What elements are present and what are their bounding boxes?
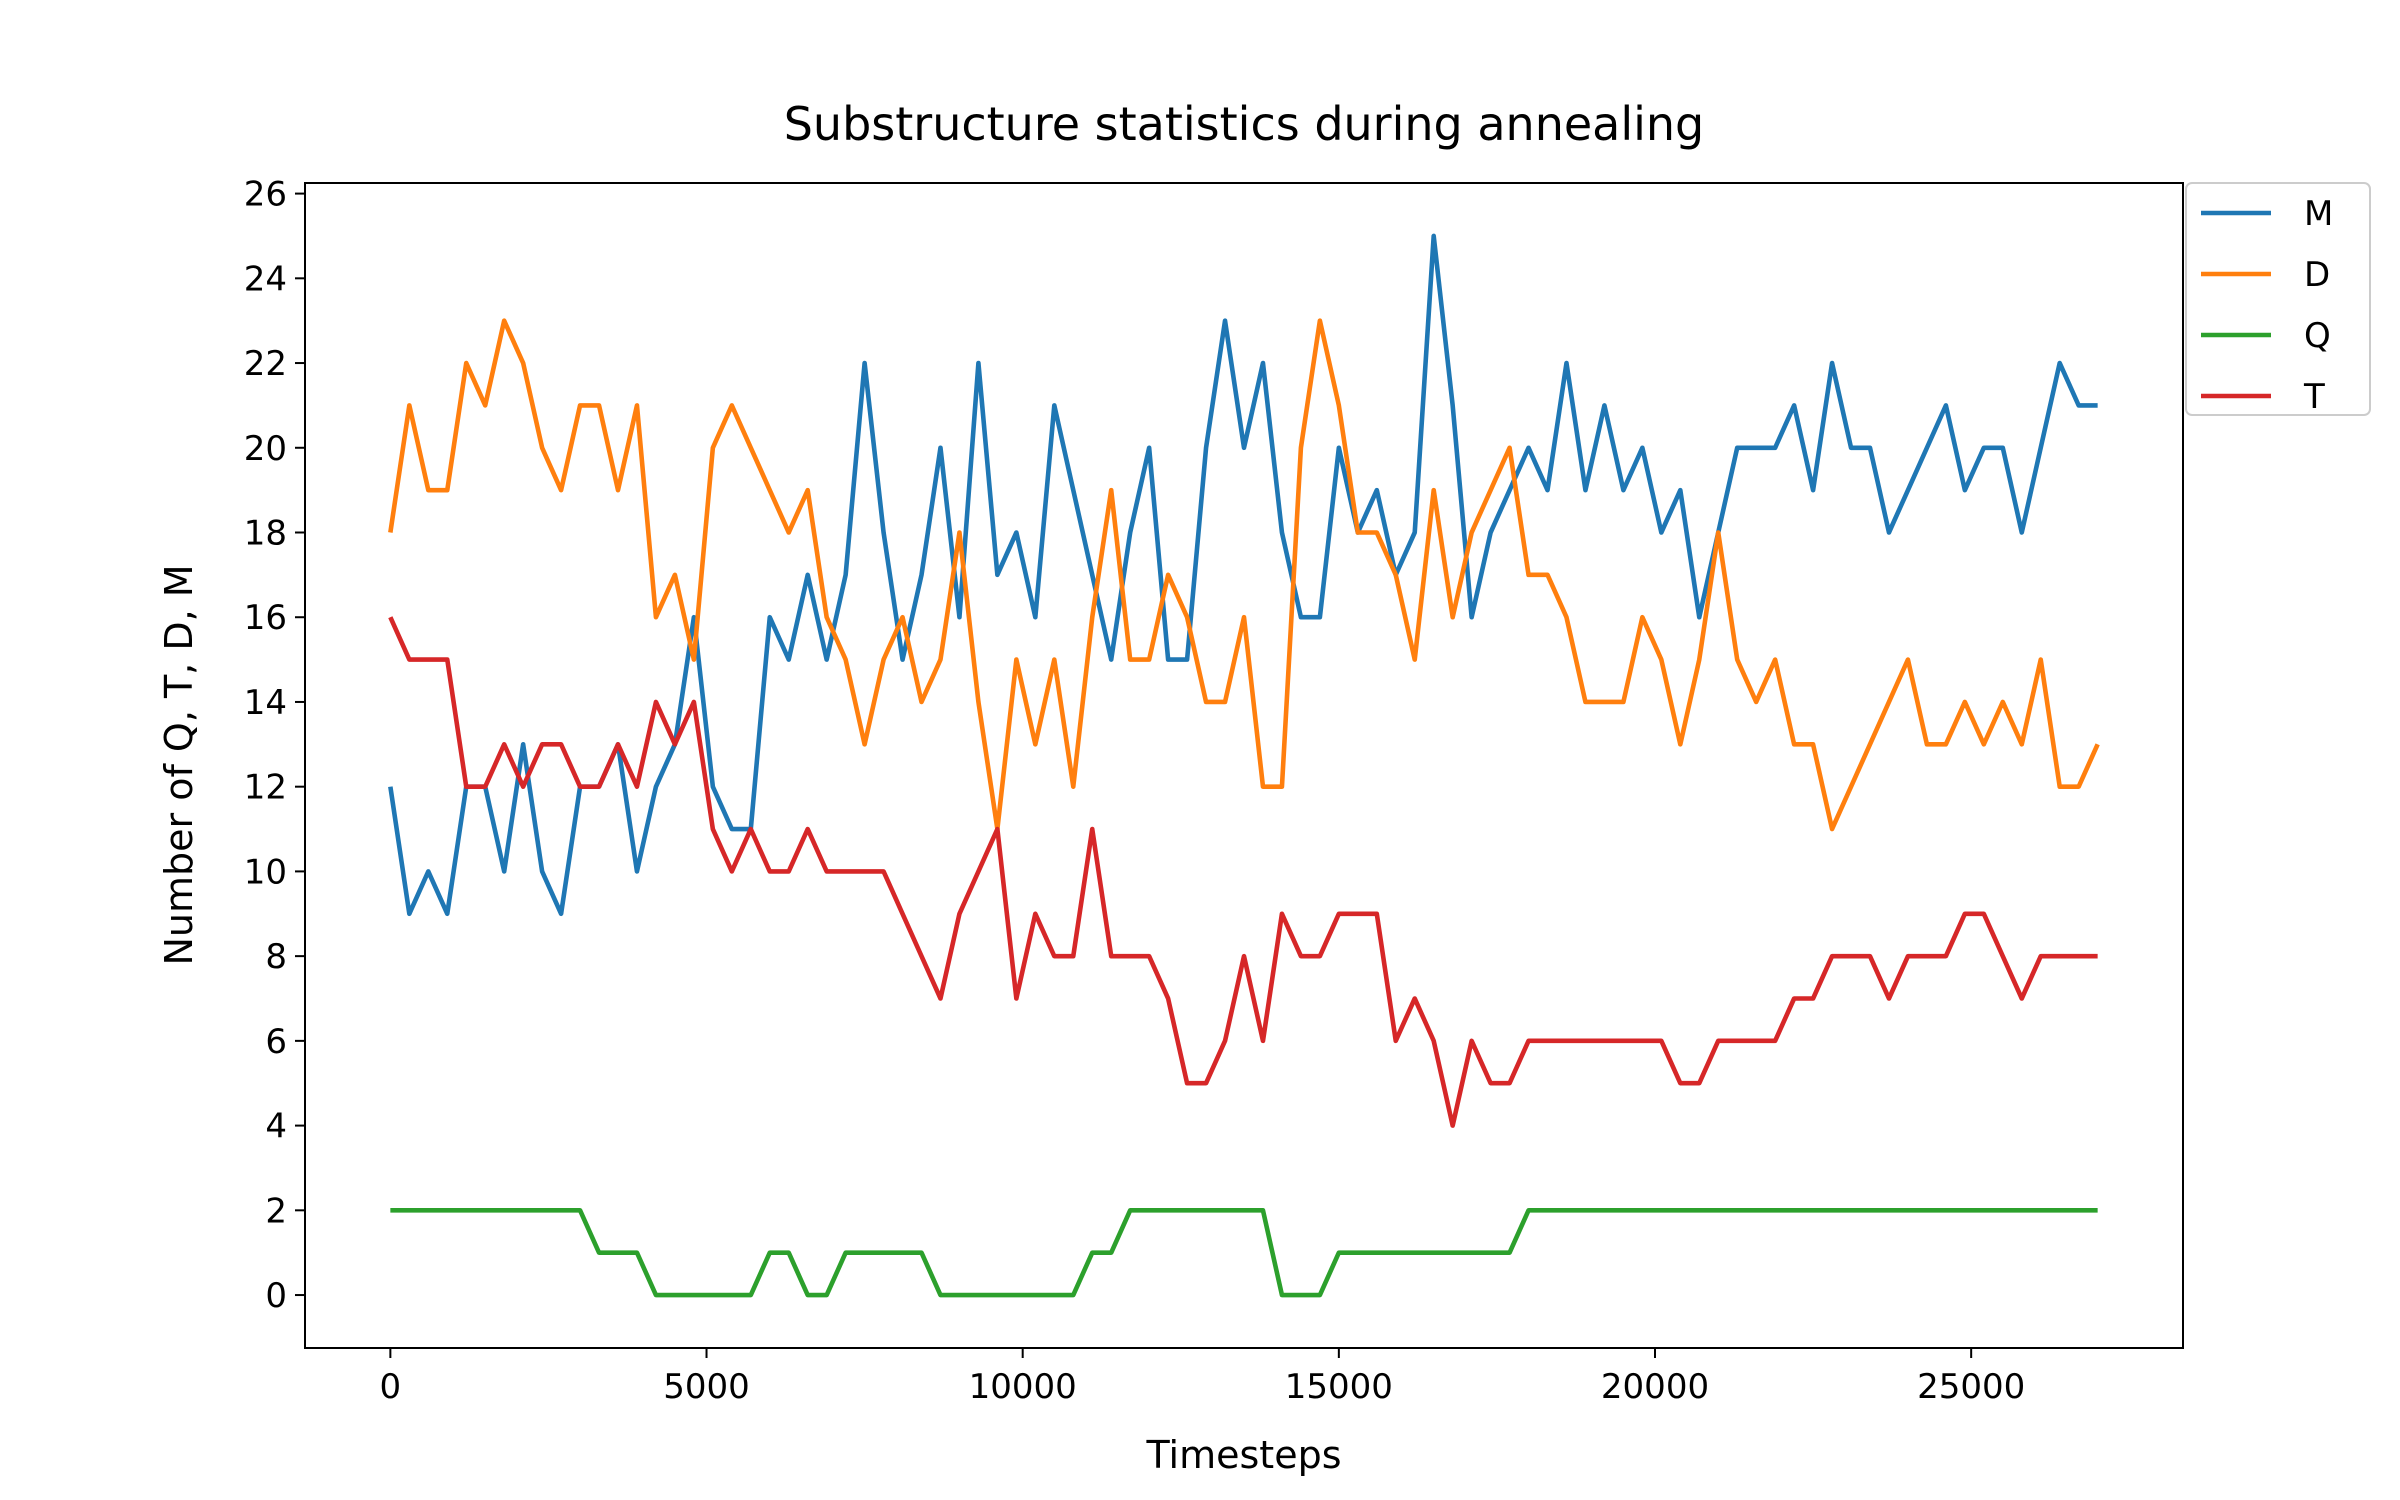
x-tick-label: 15000: [1285, 1367, 1393, 1407]
y-tick-label: 22: [244, 344, 287, 384]
y-tick-label: 12: [244, 768, 287, 808]
y-tick-label: 2: [265, 1191, 287, 1231]
legend-box: [2185, 182, 2371, 416]
y-tick-label: 0: [265, 1276, 287, 1316]
legend-label: D: [2304, 255, 2330, 295]
chart-title: Substructure statistics during annealing: [784, 97, 1705, 151]
series-line: [388, 318, 2100, 832]
y-axis-label: Number of Q, T, D, M: [157, 564, 201, 965]
y-tick-label: 4: [265, 1107, 287, 1147]
legend-label: T: [2303, 377, 2325, 417]
x-tick-label: 0: [380, 1367, 402, 1407]
y-tick-label: 10: [244, 852, 287, 892]
y-tick-label: 24: [244, 259, 287, 299]
legend-label: Q: [2304, 316, 2331, 356]
y-tick-label: 8: [265, 937, 287, 977]
x-tick-label: 25000: [1917, 1367, 2025, 1407]
y-tick-label: 14: [244, 683, 287, 723]
y-tick-label: 16: [244, 598, 287, 638]
y-tick-label: 18: [244, 514, 287, 554]
x-axis-label: Timesteps: [1146, 1433, 1342, 1477]
legend-label: M: [2304, 194, 2333, 234]
axes-frame: [304, 182, 2184, 1349]
y-tick-label: 20: [244, 429, 287, 469]
y-tick-label: 6: [265, 1022, 287, 1062]
x-tick-label: 10000: [969, 1367, 1077, 1407]
y-tick-label: 26: [244, 175, 287, 215]
series-line: [390, 1208, 2098, 1298]
x-tick-label: 20000: [1601, 1367, 1709, 1407]
series-line: [388, 616, 2098, 1128]
x-tick-label: 5000: [663, 1367, 750, 1407]
